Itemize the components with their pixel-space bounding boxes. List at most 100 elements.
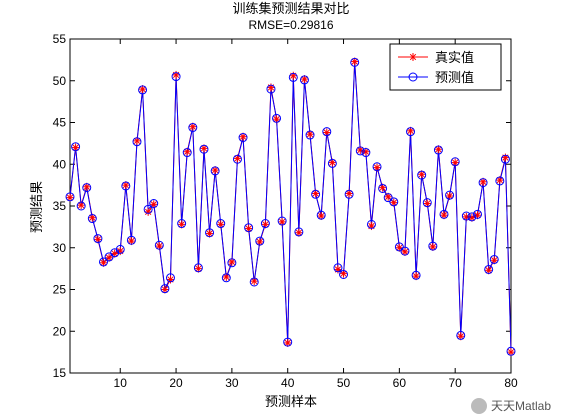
predicted-value-point [160,284,170,294]
predicted-value-point [439,209,449,219]
predicted-value-point [260,219,270,229]
predicted-value-point [322,127,332,137]
predicted-value-point [76,201,86,211]
predicted-value-point [361,148,371,158]
predicted-value-point [355,146,365,156]
predicted-value-point [255,236,265,246]
x-tick-label: 60 [393,376,407,390]
y-tick-label: 20 [53,324,67,338]
predicted-value-point [339,269,349,279]
y-tick-label: 40 [53,157,67,171]
predicted-value-point [283,337,293,347]
predicted-value-point [422,198,432,208]
predicted-value-point [232,154,242,164]
x-tick-label: 80 [504,376,518,390]
predicted-value-point [333,263,343,273]
predicted-value-point [87,214,97,224]
legend-label-pred: 预测值 [435,70,474,86]
y-tick-label: 35 [53,199,67,213]
series-line-pred [69,62,512,352]
y-tick-label: 45 [53,116,67,130]
true-value-point [283,338,292,347]
predicted-value-point [216,219,226,229]
predicted-value-point [372,162,382,172]
predicted-value-point [473,209,483,219]
true-value-point [507,348,515,357]
x-axis-label: 预测样本 [265,395,317,410]
watermark-text: 天天Matlab [490,399,551,413]
true-value-point [216,220,225,229]
predicted-value-point [299,75,309,85]
predicted-value-point [115,244,125,254]
predicted-value-point [389,197,399,207]
true-value-point [484,266,493,275]
predicted-value-point [344,189,354,199]
predicted-value-point [182,148,192,158]
predicted-value-point [154,240,164,250]
predicted-value-point [249,277,259,287]
predicted-value-point [366,219,376,229]
predicted-value-point [244,223,254,233]
predicted-value-point [478,178,488,188]
true-value-point [138,85,147,94]
predicted-value-point [165,273,175,283]
true-value-point [479,177,488,186]
predicted-value-point [238,133,248,143]
predicted-value-point [500,154,510,164]
y-tick-label: 15 [53,366,67,380]
y-tick-label: 25 [53,283,67,297]
predicted-value-point [71,142,81,152]
predicted-value-point [400,246,410,256]
legend: 真实值 预测值 [389,43,502,91]
true-value-point [144,207,153,216]
predicted-value-point [98,257,108,267]
predicted-value-point [506,346,516,356]
predicted-value-point [188,123,198,133]
x-tick-label: 10 [114,376,128,390]
predicted-value-point [82,183,92,193]
legend-marker-true [409,53,417,61]
predicted-value-point [350,57,360,67]
predicted-value-point [221,273,231,283]
predicted-value-point [65,192,75,202]
predicted-value-point [210,166,220,176]
legend-label-true: 真实值 [435,50,474,66]
predicted-value-point [143,204,153,214]
predicted-value-point [288,72,298,82]
predicted-value-point [316,210,326,220]
predicted-value-point [411,270,421,280]
y-tick-label: 55 [53,32,67,46]
chart-subtitle: RMSE=0.29816 [248,18,333,32]
plot-area: 15 20 25 30 35 40 45 50 55 10 20 30 40 50 60 70 80 [53,32,518,390]
predicted-value-point [149,198,159,208]
true-value-point [66,193,74,202]
predicted-value-point [495,176,505,186]
legend-asterisk [409,53,417,61]
predicted-value-point [484,264,494,274]
predicted-value-point [266,84,276,94]
true-value-point [350,57,359,66]
predicted-value-point [450,157,460,167]
predicted-value-point [428,241,438,251]
x-tick-label: 30 [225,376,239,390]
true-value-point [121,181,130,190]
predicted-value-point [456,330,466,340]
predicted-value-point [93,234,103,244]
true-value-point [322,128,331,137]
predicted-value-point [327,158,337,168]
y-axis-label: 预测结果 [30,181,45,233]
true-value-point [188,122,197,131]
predicted-value-point [171,72,181,82]
x-tick-label: 40 [281,376,295,390]
true-value-point [239,132,248,141]
y-tick-label: 30 [53,241,67,255]
true-value-point [473,211,482,220]
predicted-value-point [305,130,315,140]
predicted-value-point [378,183,388,193]
legend-marker-pred [408,72,418,82]
true-value-point [378,183,387,192]
wechat-icon [470,397,487,414]
predicted-value-point [205,228,215,238]
watermark: 天天Matlab [470,397,551,414]
